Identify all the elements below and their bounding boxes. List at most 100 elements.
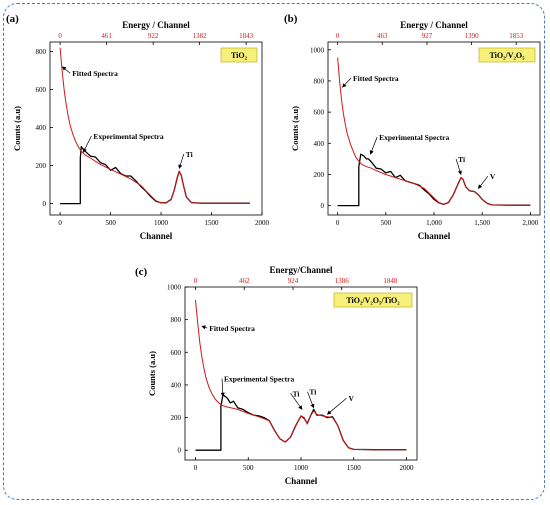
x-tick-label: 0 xyxy=(194,464,198,472)
annotation-label: Ti xyxy=(293,389,300,398)
y-tick-label: 200 xyxy=(171,414,182,422)
annotation-arrow xyxy=(478,175,489,189)
x-tick-label: 1500 xyxy=(347,464,362,472)
top-axis-title: Energy / Channel xyxy=(400,20,468,30)
top-tick-label: 1386 xyxy=(335,277,350,285)
y-tick-label: 0 xyxy=(321,202,325,210)
y-tick-label: 600 xyxy=(314,109,325,117)
top-tick-label: 1843 xyxy=(239,32,254,40)
annotation-arrow xyxy=(326,397,347,415)
top-tick-label: 0 xyxy=(194,277,198,285)
x-tick-label: 1500 xyxy=(205,219,220,227)
x-tick-label: 2000 xyxy=(399,464,414,472)
figure-frame xyxy=(3,3,545,500)
annotation-label: Ti xyxy=(186,150,193,159)
annotation-label: Fitted Spectra xyxy=(209,324,255,333)
x-tick-label: 0 xyxy=(336,219,340,227)
plot-area xyxy=(327,41,541,216)
annotation-arrow xyxy=(201,325,208,330)
annotation-arrow xyxy=(369,137,378,155)
annotation-arrow xyxy=(178,153,185,169)
fitted-spectra-line xyxy=(59,47,250,204)
annotation-label: V xyxy=(490,172,496,181)
plot-area xyxy=(184,286,418,461)
fitted-spectra-line xyxy=(195,300,407,451)
x-tick-label: 2,000 xyxy=(522,219,538,227)
annotation-label: V xyxy=(348,394,354,403)
panel-label: (a) xyxy=(6,13,19,25)
y-tick-label: 1000 xyxy=(167,284,182,292)
x-tick-label: 1000 xyxy=(294,464,309,472)
top-tick-label: 1848 xyxy=(383,277,398,285)
y-tick-label: 400 xyxy=(36,124,47,132)
y-axis-title: Counts (a.u) xyxy=(290,106,300,151)
top-axis-title: Energy/Channel xyxy=(269,265,333,275)
top-tick-label: 927 xyxy=(422,32,433,40)
sample-badge xyxy=(333,292,413,308)
sample-label: TiO₂/V₂O₅/TiO₂ xyxy=(346,296,400,305)
x-tick-label: 1,500 xyxy=(474,219,490,227)
chart-panel-a: (a) 0 500 1000 1500 2000 0 200 400 600 800 0 461 922 1… xyxy=(6,13,270,241)
y-tick-label: 0 xyxy=(178,447,182,455)
y-tick-label: 600 xyxy=(171,349,182,357)
annotation-arrow xyxy=(342,77,352,88)
x-axis-title: Channel xyxy=(285,476,318,486)
annotation-arrow xyxy=(220,378,225,397)
annotation-label: Experimental Spectra xyxy=(93,132,163,141)
y-tick-label: 200 xyxy=(314,171,325,179)
y-tick-label: 800 xyxy=(314,77,325,85)
y-tick-label: 800 xyxy=(171,316,182,324)
y-tick-label: 200 xyxy=(36,162,47,170)
annotation-label: Ti xyxy=(309,388,316,397)
y-tick-label: 400 xyxy=(314,140,325,148)
x-tick-label: 500 xyxy=(381,219,392,227)
annotation-label: Fitted Spectra xyxy=(72,69,118,78)
top-tick-label: 1853 xyxy=(509,32,524,40)
x-tick-label: 500 xyxy=(243,464,254,472)
y-tick-label: 0 xyxy=(43,200,47,208)
y-tick-label: 800 xyxy=(36,48,47,56)
top-tick-label: 1390 xyxy=(465,32,480,40)
sample-label: TiO₂/V₂O₅ xyxy=(489,51,525,60)
chart-panel-b: (b) 0 500 1,000 1,500 2,000 0 200 400 600 800 1000 0… xyxy=(284,13,541,241)
y-axis-title: Counts (a.u) xyxy=(12,106,22,151)
x-tick-label: 1000 xyxy=(154,219,169,227)
chart-panel-c: (c) 0 500 1000 1500 2000 0 200 400 600 800 1000 0 462… xyxy=(135,265,418,486)
top-tick-label: 1382 xyxy=(193,32,208,40)
top-axis-title: Energy / Channel xyxy=(122,20,190,30)
x-tick-label: 0 xyxy=(58,219,62,227)
sample-badge xyxy=(478,47,536,63)
top-tick-label: 0 xyxy=(336,32,340,40)
top-tick-label: 462 xyxy=(239,277,250,285)
fitted-spectra-line xyxy=(337,57,531,206)
top-tick-label: 924 xyxy=(288,277,299,285)
y-tick-label: 600 xyxy=(36,86,47,94)
panel-label: (b) xyxy=(284,13,298,25)
y-tick-label: 1000 xyxy=(310,46,325,54)
annotation-label: Fitted Spectra xyxy=(353,74,399,83)
x-axis-title: Channel xyxy=(418,231,451,241)
x-tick-label: 500 xyxy=(105,219,116,227)
annotation-arrow xyxy=(455,158,462,175)
panel-label: (c) xyxy=(135,266,148,278)
annotation-label: Experimental Spectra xyxy=(224,375,294,384)
annotation-label: Ti xyxy=(458,155,465,164)
sample-badge xyxy=(220,47,258,63)
top-tick-label: 463 xyxy=(377,32,388,40)
plot-area xyxy=(49,41,263,216)
sample-label: TiO₂ xyxy=(231,51,248,60)
annotation-arrow xyxy=(83,135,92,153)
x-tick-label: 1,000 xyxy=(426,219,442,227)
annotation-label: Experimental Spectra xyxy=(379,133,449,142)
top-tick-label: 461 xyxy=(101,32,112,40)
x-tick-label: 2000 xyxy=(255,219,270,227)
experimental-spectra-line xyxy=(60,145,250,205)
annotation-arrow xyxy=(61,66,71,74)
annotation-arrow xyxy=(307,391,315,409)
x-axis-title: Channel xyxy=(140,231,173,241)
top-tick-label: 0 xyxy=(58,32,62,40)
y-axis-title: Counts (a.u) xyxy=(147,351,157,396)
annotation-arrow xyxy=(290,393,303,410)
experimental-spectra-line xyxy=(195,394,407,451)
